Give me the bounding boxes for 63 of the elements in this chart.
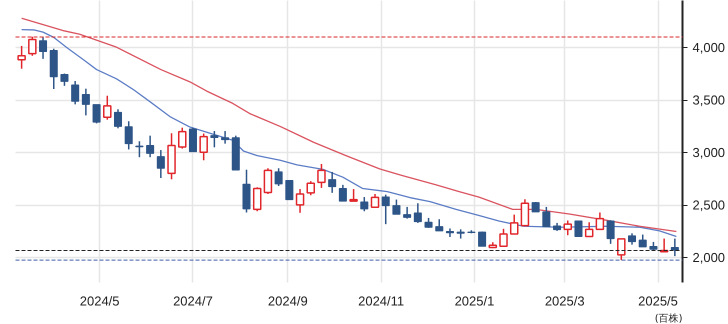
candlestick bbox=[328, 171, 336, 194]
candlestick bbox=[456, 228, 465, 240]
candlestick bbox=[542, 206, 550, 228]
candlestick bbox=[264, 168, 272, 195]
candlestick bbox=[156, 149, 165, 179]
x-tick-label: 2025/3 bbox=[544, 294, 585, 308]
candlestick bbox=[382, 194, 390, 225]
candlestick bbox=[135, 140, 144, 158]
candlestick bbox=[403, 206, 412, 220]
candlestick bbox=[296, 188, 304, 214]
y-tick-label: 3,000 bbox=[692, 145, 726, 160]
candlestick bbox=[606, 219, 615, 245]
candlestick bbox=[478, 230, 486, 247]
candlestick bbox=[584, 222, 594, 238]
candlestick bbox=[338, 184, 347, 202]
x-tick-label: 2024/7 bbox=[173, 294, 213, 308]
candlestick bbox=[39, 36, 48, 60]
candlestick bbox=[17, 45, 26, 70]
candlestick bbox=[252, 186, 262, 212]
candlestick bbox=[199, 132, 208, 162]
candlestick bbox=[499, 228, 508, 248]
candlestick bbox=[392, 198, 400, 216]
candlestick bbox=[670, 238, 679, 257]
candlestick bbox=[424, 217, 433, 229]
candlestick bbox=[520, 198, 530, 226]
candlestick bbox=[146, 134, 154, 158]
candlestick bbox=[285, 180, 294, 200]
candlestick bbox=[574, 220, 582, 237]
candlestick bbox=[60, 72, 68, 87]
candlestick bbox=[221, 130, 230, 144]
x-tick-label: 2024/9 bbox=[268, 294, 308, 308]
candlestick bbox=[306, 180, 316, 196]
y-tick-label: 2,500 bbox=[692, 198, 726, 213]
y-tick-label: 2,000 bbox=[692, 250, 726, 266]
candlestick bbox=[510, 214, 518, 235]
candlestick bbox=[71, 80, 80, 106]
x-tick-label: 2024/5 bbox=[80, 294, 120, 308]
candlestick bbox=[317, 163, 326, 189]
y-tick-label: 4,000 bbox=[692, 40, 726, 55]
candlestick bbox=[103, 94, 112, 120]
candlestick bbox=[563, 220, 572, 236]
x-tick-label: 2025/1 bbox=[454, 294, 494, 308]
candlestick bbox=[114, 108, 122, 130]
candlestick bbox=[596, 212, 604, 230]
candlestick bbox=[92, 104, 101, 124]
candlestick bbox=[638, 234, 647, 248]
candlestick bbox=[188, 126, 197, 152]
x-tick-label: 2025/5 bbox=[638, 294, 678, 308]
y-tick-label: 3,500 bbox=[692, 92, 726, 108]
candlestick bbox=[617, 238, 626, 261]
candlestick bbox=[370, 193, 380, 208]
x-tick-label: 2024/11 bbox=[358, 294, 404, 308]
candlestick bbox=[360, 196, 368, 212]
candlestick bbox=[124, 120, 133, 150]
candlestick bbox=[178, 126, 187, 150]
candlestick bbox=[435, 218, 444, 232]
candlestick bbox=[274, 168, 283, 187]
candlestick bbox=[414, 202, 422, 224]
candlestick bbox=[628, 232, 636, 246]
text: (百株) bbox=[654, 312, 683, 324]
candlestick bbox=[82, 88, 90, 116]
candlestick bbox=[210, 130, 218, 148]
candlestick bbox=[349, 188, 358, 202]
